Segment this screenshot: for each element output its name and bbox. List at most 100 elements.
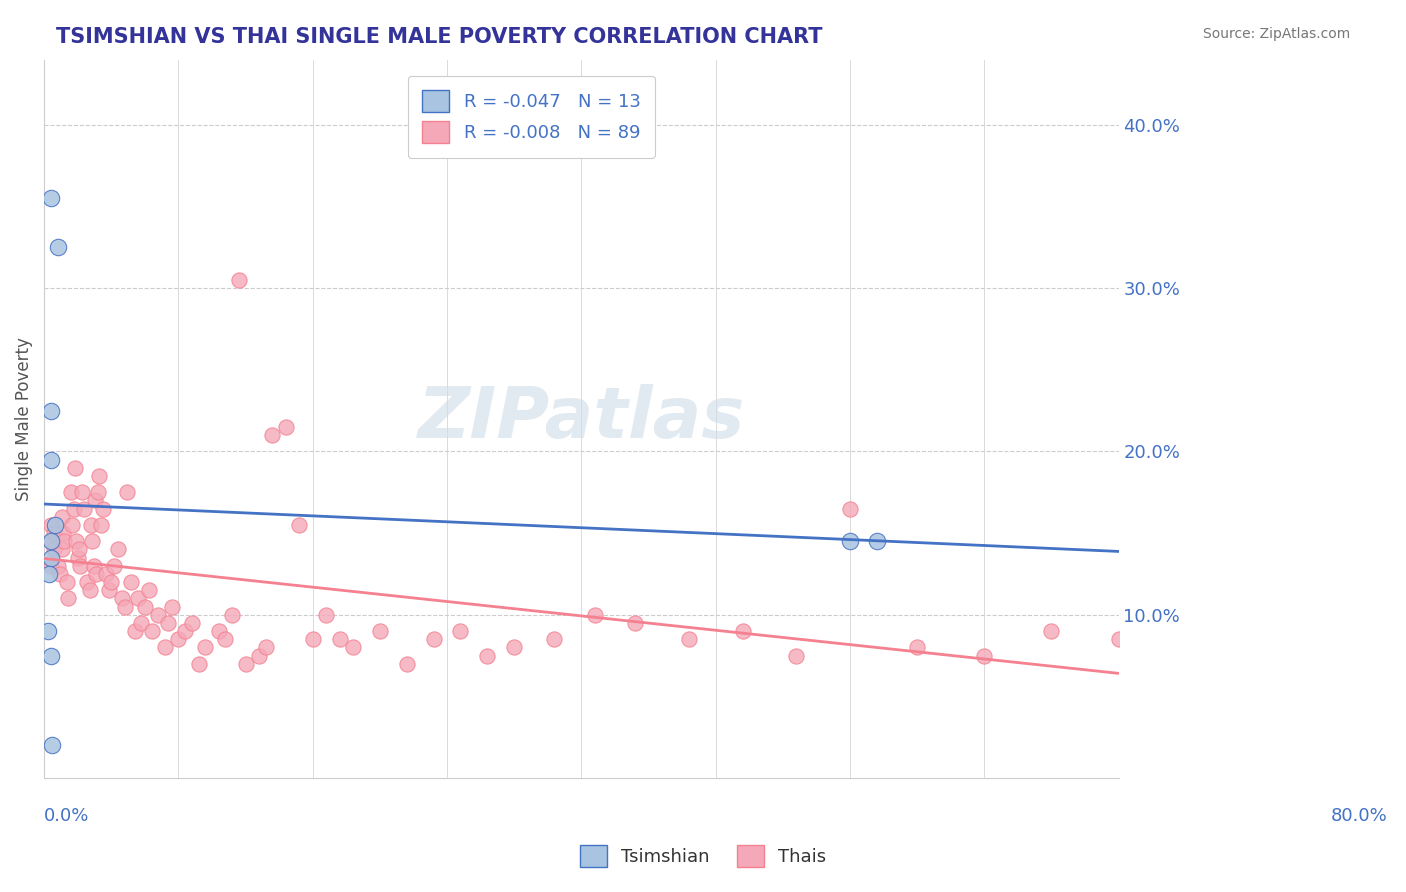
Point <box>39 534 62 549</box>
Point <box>1040 624 1063 638</box>
Point <box>39 452 62 467</box>
Point <box>111 591 134 606</box>
Point <box>731 624 754 638</box>
Point <box>114 599 136 614</box>
Point <box>56 575 79 590</box>
Point <box>167 632 190 647</box>
Point <box>274 420 297 434</box>
Point <box>785 648 807 663</box>
Point <box>208 624 231 638</box>
Point <box>973 648 995 663</box>
Point <box>39 517 62 532</box>
Text: TSIMSHIAN VS THAI SINGLE MALE POVERTY CORRELATION CHART: TSIMSHIAN VS THAI SINGLE MALE POVERTY CO… <box>56 27 823 46</box>
Point <box>141 624 163 638</box>
Point <box>58 591 80 606</box>
Point <box>83 558 105 573</box>
Point <box>839 501 862 516</box>
Point <box>76 575 98 590</box>
Point <box>63 460 86 475</box>
Point <box>866 534 889 549</box>
Point <box>254 640 277 655</box>
Point <box>59 485 82 500</box>
Point <box>247 648 270 663</box>
Point <box>134 599 156 614</box>
Point <box>41 739 63 753</box>
Point <box>62 501 84 516</box>
Point <box>127 591 149 606</box>
Point <box>395 657 418 671</box>
Point <box>103 558 125 573</box>
Text: 80.0%: 80.0% <box>1330 806 1388 825</box>
Text: ZIPatlas: ZIPatlas <box>418 384 745 453</box>
Point <box>624 615 647 630</box>
Point <box>39 534 62 549</box>
Point <box>422 632 444 647</box>
Point <box>89 517 111 532</box>
Point <box>153 640 176 655</box>
Point <box>107 542 129 557</box>
Point <box>79 583 101 598</box>
Point <box>84 493 107 508</box>
Point <box>73 501 96 516</box>
Point <box>49 566 72 581</box>
Point <box>94 566 117 581</box>
Point <box>194 640 217 655</box>
Point <box>67 542 90 557</box>
Point <box>342 640 364 655</box>
Point <box>44 517 66 532</box>
Point <box>86 566 108 581</box>
Point <box>174 624 197 638</box>
Point <box>235 657 257 671</box>
Point <box>905 640 928 655</box>
Point <box>1108 632 1130 647</box>
Point <box>117 485 139 500</box>
Point <box>66 550 89 565</box>
Point <box>89 469 111 483</box>
Point <box>214 632 236 647</box>
Y-axis label: Single Male Poverty: Single Male Poverty <box>15 337 32 500</box>
Point <box>100 575 122 590</box>
Point <box>39 550 62 565</box>
Point <box>82 534 104 549</box>
Point <box>221 607 243 622</box>
Point <box>583 607 606 622</box>
Point <box>262 428 284 442</box>
Point <box>39 191 62 205</box>
Point <box>160 599 183 614</box>
Point <box>120 575 142 590</box>
Point <box>65 534 87 549</box>
Text: Source: ZipAtlas.com: Source: ZipAtlas.com <box>1202 27 1350 41</box>
Point <box>301 632 323 647</box>
Point <box>138 583 160 598</box>
Text: 0.0%: 0.0% <box>44 806 90 825</box>
Point <box>368 624 391 638</box>
Point <box>53 534 76 549</box>
Point <box>60 517 83 532</box>
Point <box>288 517 311 532</box>
Point <box>51 542 73 557</box>
Point <box>39 648 62 663</box>
Point <box>38 566 60 581</box>
Point <box>543 632 565 647</box>
Point <box>37 624 59 638</box>
Point <box>69 558 91 573</box>
Point <box>70 485 93 500</box>
Point <box>42 526 65 541</box>
Point <box>678 632 700 647</box>
Point <box>187 657 209 671</box>
Point <box>450 624 472 638</box>
Point <box>51 509 73 524</box>
Point <box>91 501 114 516</box>
Point <box>42 542 65 557</box>
Point <box>46 240 69 254</box>
Point <box>87 485 110 500</box>
Point <box>156 615 179 630</box>
Point <box>329 632 352 647</box>
Legend: Tsimshian, Thais: Tsimshian, Thais <box>572 838 834 874</box>
Point <box>839 534 862 549</box>
Point <box>129 615 152 630</box>
Point <box>228 273 250 287</box>
Point <box>148 607 170 622</box>
Point <box>46 558 69 573</box>
Point <box>503 640 526 655</box>
